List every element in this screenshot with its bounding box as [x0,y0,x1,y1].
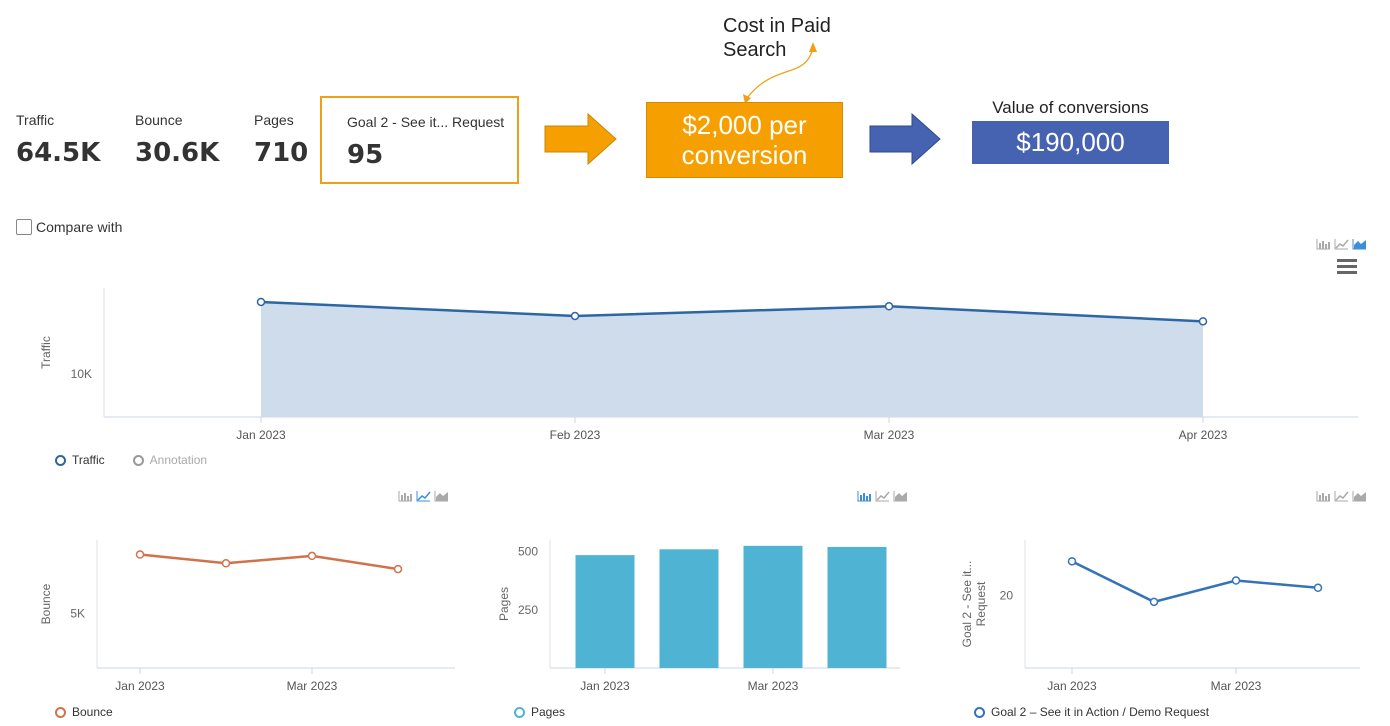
area-chart-icon[interactable] [1352,238,1367,250]
metric-goal-highlight[interactable]: Goal 2 - See it... Request 95 [320,96,519,184]
goal-line-chart: 20 Goal 2 - See it... Request Jan 2023 Mar 2… [960,540,1360,693]
data-point [307,551,317,561]
compare-checkbox[interactable] [16,219,32,235]
goal-chart-type-switcher[interactable] [1316,490,1367,502]
y-axis-label: Request [974,581,988,626]
y-tick-label: 20 [1000,588,1014,602]
y-axis-label: Traffic [39,336,53,369]
bar [827,546,887,668]
metric-label: Traffic [16,112,55,128]
metric-label: Bounce [135,112,183,128]
bounce-line-chart: 5K Bounce Jan 2023 Mar 2023 [39,540,455,693]
x-tick-label: Mar 2023 [748,679,799,693]
line-chart-icon[interactable] [416,490,431,502]
cost-per-conversion-box: $2,000 per conversion [646,102,843,178]
metric-value: 30.6K [135,138,220,168]
goal-legend[interactable]: Goal 2 – See it in Action / Demo Request [974,705,1209,719]
legend-label[interactable]: Traffic [72,453,105,467]
x-tick-label: Mar 2023 [287,679,338,693]
x-tick-label: Apr 2023 [1179,428,1228,442]
curved-arrow-icon [743,42,817,104]
pages-chart-type-switcher[interactable] [857,490,908,502]
bounce-legend-icon [55,706,66,718]
compare-label: Compare with [36,219,123,235]
data-point [256,297,266,307]
line-chart-icon[interactable] [1334,490,1349,502]
line-chart-icon[interactable] [1334,238,1349,250]
metric-value: 710 [254,138,309,168]
pages-bar-chart: 250 500 Pages Jan 2023 Mar 2023 [497,540,900,693]
legend-label[interactable]: Bounce [72,705,113,719]
series-line [139,553,399,571]
pages-legend-icon [514,706,525,718]
orange-arrow-icon [544,112,617,166]
metric-pages[interactable]: Pages 710 [254,112,308,168]
bar [659,549,719,668]
data-point [1067,557,1077,566]
metric-bounce[interactable]: Bounce 30.6K [135,112,219,168]
area-fill [261,301,1203,417]
blue-arrow-icon [869,112,941,166]
data-point [570,311,580,321]
data-point [221,559,231,568]
annotation-legend-icon [132,454,144,466]
series-line [1071,560,1319,604]
bar-chart-icon[interactable] [1316,238,1331,250]
pages-legend[interactable]: Pages [514,705,565,719]
bounce-legend[interactable]: Bounce [55,705,113,719]
legend-label[interactable]: Annotation [149,453,208,467]
traffic-area-chart: 10K Traffic Jan 2023 Feb 2023 Mar 2023 Apr 20… [39,288,1358,442]
y-axis-label: Pages [497,587,511,621]
series-line [260,300,1204,323]
legend-label[interactable]: Pages [531,705,566,719]
data-point [1231,576,1241,585]
x-tick-label: Jan 2023 [115,679,165,693]
bar-chart-icon[interactable] [398,490,413,502]
line-chart-icon[interactable] [875,490,890,502]
x-tick-label: Jan 2023 [1047,679,1097,693]
x-tick-label: Jan 2023 [580,679,630,693]
x-tick-label: Jan 2023 [236,428,286,442]
compare-with[interactable]: Compare with [16,219,122,235]
area-chart-icon[interactable] [434,490,449,502]
bar-chart-icon[interactable] [857,490,872,502]
x-tick-label: Mar 2023 [864,428,915,442]
data-point [1198,317,1208,326]
data-point [393,564,403,574]
menu-icon[interactable] [1337,258,1357,274]
cost-note: Cost in Paid Search [723,15,831,61]
chart-type-switcher[interactable] [1316,238,1367,250]
value-label: Value of conversions [992,98,1149,117]
y-tick-label: 500 [518,545,538,559]
data-point [1313,583,1323,593]
metric-label: Pages [254,112,294,128]
x-tick-label: Feb 2023 [550,428,601,442]
bar [743,545,803,668]
y-tick-label: 5K [70,607,85,621]
goal-legend-icon [974,706,985,718]
metric-traffic[interactable]: Traffic 64.5K [16,112,100,168]
cost-line-2: conversion [681,140,808,170]
bounce-chart-type-switcher[interactable] [398,490,449,502]
data-point [1149,597,1159,607]
area-chart-icon[interactable] [893,490,908,502]
traffic-legend[interactable]: Traffic Annotation [55,453,207,467]
data-point [135,550,145,559]
value-amount-box: $190,000 [972,121,1169,164]
legend-label[interactable]: Goal 2 – See it in Action / Demo Request [991,705,1210,719]
y-axis-label: Goal 2 - See it... [960,561,974,648]
metric-value: 64.5K [16,138,101,168]
x-tick-label: Mar 2023 [1211,679,1262,693]
y-tick-label: 250 [518,603,538,617]
cost-line-1: $2,000 per [682,110,807,140]
traffic-legend-icon [55,454,66,466]
area-chart-icon[interactable] [1352,490,1367,502]
metric-value: 95 [347,140,384,170]
bar [575,555,635,668]
y-axis-label: Bounce [39,583,53,624]
metric-label: Goal 2 - See it... Request [347,114,505,130]
y-tick-label: 10K [71,367,92,381]
bar-chart-icon[interactable] [1316,490,1331,502]
data-point [884,302,894,311]
